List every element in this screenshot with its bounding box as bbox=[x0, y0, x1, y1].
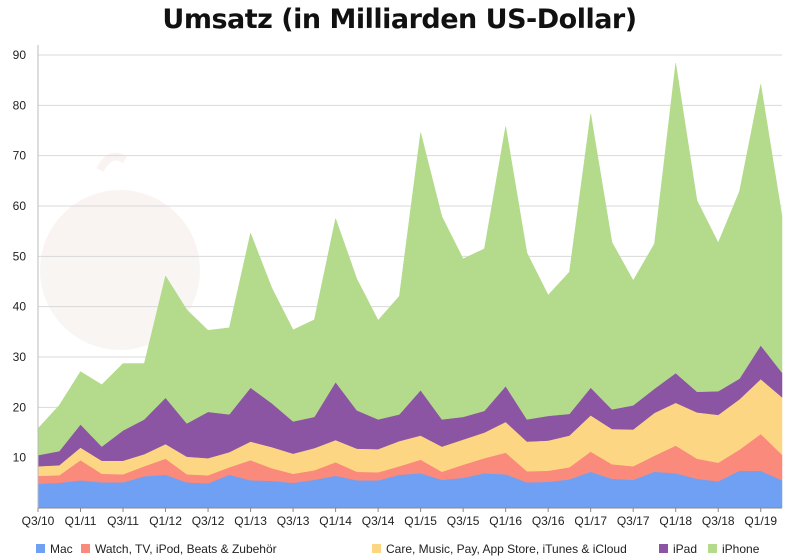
y-tick-label: 80 bbox=[13, 98, 27, 112]
x-tick-label: Q1/15 bbox=[404, 514, 437, 528]
x-tick-label: Q3/16 bbox=[532, 514, 565, 528]
y-axis-ticks: 10 20 30 40 50 60 70 80 90 bbox=[13, 48, 27, 465]
y-tick-label: 70 bbox=[13, 149, 27, 163]
legend-label-2: Care, Music, Pay, App Store, iTunes & iC… bbox=[386, 542, 627, 556]
legend-swatch-0 bbox=[36, 544, 45, 553]
axes bbox=[37, 45, 782, 509]
x-tick-label: Q1/12 bbox=[149, 514, 182, 528]
legend-swatch-4 bbox=[708, 544, 717, 553]
legend-label-0: Mac bbox=[50, 542, 73, 556]
x-tick-label: Q3/15 bbox=[447, 514, 480, 528]
x-tick-label: Q1/11 bbox=[65, 514, 97, 528]
y-tick-label: 10 bbox=[13, 451, 27, 465]
series-areas bbox=[37, 63, 783, 509]
legend-label-4: iPhone bbox=[722, 542, 760, 556]
area-series-4 bbox=[37, 63, 783, 456]
x-tick-label: Q3/14 bbox=[362, 514, 395, 528]
area-series-0 bbox=[37, 470, 783, 509]
x-tick-label: Q1/16 bbox=[489, 514, 522, 528]
x-tick-label: Q3/11 bbox=[107, 514, 139, 528]
y-tick-label: 50 bbox=[13, 249, 27, 263]
x-tick-label: Q3/13 bbox=[277, 514, 310, 528]
y-tick-label: 40 bbox=[13, 300, 27, 314]
legend-label-1: Watch, TV, iPod, Beats & Zubehör bbox=[95, 542, 277, 556]
legend-label-3: iPad bbox=[673, 542, 697, 556]
chart-title: Umsatz (in Milliarden US-Dollar) bbox=[162, 4, 637, 35]
x-tick-label: Q3/10 bbox=[22, 514, 55, 528]
x-tick-label: Q1/18 bbox=[659, 514, 692, 528]
x-axis-ticks: Q3/10 Q1/11 Q3/11 Q1/12 Q3/12 Q1/13 Q3/13 Q1/14… bbox=[22, 508, 777, 528]
x-tick-label: Q1/19 bbox=[744, 514, 777, 528]
legend: Mac Watch, TV, iPod, Beats & Zubehör Care… bbox=[36, 542, 760, 556]
legend-swatch-1 bbox=[81, 544, 90, 553]
x-tick-label: Q3/17 bbox=[617, 514, 650, 528]
x-tick-label: Q3/18 bbox=[702, 514, 735, 528]
y-tick-label: 30 bbox=[13, 350, 27, 364]
x-tick-label: Q1/14 bbox=[319, 514, 352, 528]
x-tick-label: Q3/12 bbox=[192, 514, 225, 528]
legend-swatch-3 bbox=[659, 544, 668, 553]
y-tick-label: 20 bbox=[13, 400, 27, 414]
legend-swatch-2 bbox=[372, 544, 381, 553]
x-tick-label: Q1/17 bbox=[574, 514, 607, 528]
x-tick-label: Q1/13 bbox=[234, 514, 267, 528]
y-tick-label: 90 bbox=[13, 48, 27, 62]
y-tick-label: 60 bbox=[13, 199, 27, 213]
